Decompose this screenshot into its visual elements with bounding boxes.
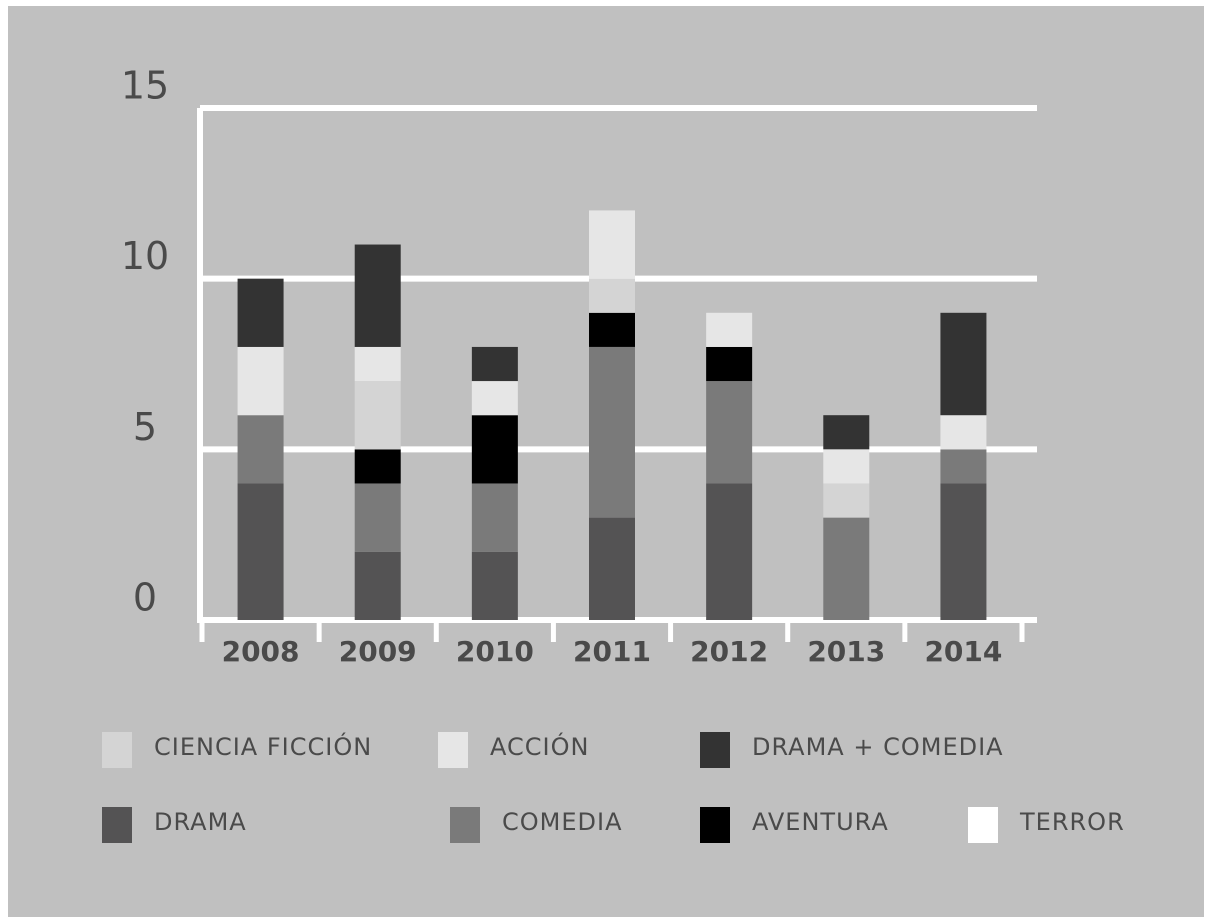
bar-segment xyxy=(354,244,401,347)
x-tick-label: 2012 xyxy=(690,635,768,668)
y-tick-label: 15 xyxy=(121,64,169,108)
bar-segment xyxy=(237,415,284,484)
bar-segment xyxy=(823,449,870,484)
bar-segment xyxy=(471,415,518,484)
bar-segment xyxy=(237,346,284,416)
legend-swatch xyxy=(450,807,480,843)
bar-segment xyxy=(940,449,987,484)
legend-swatch xyxy=(700,807,730,843)
bar-segment xyxy=(823,517,870,620)
legend-swatch xyxy=(700,732,730,768)
bar-segment xyxy=(940,312,987,416)
bar-segment xyxy=(471,483,518,552)
bar-segment xyxy=(589,278,635,313)
bar-segment xyxy=(706,483,753,620)
bar-segment xyxy=(237,483,284,620)
legend-label: DRAMA xyxy=(154,808,247,836)
x-tick-label: 2008 xyxy=(222,635,300,668)
bar-segment xyxy=(823,415,870,450)
bar-segment xyxy=(354,381,401,450)
x-tick-label: 2011 xyxy=(573,635,651,668)
bar-segment xyxy=(823,483,870,518)
bar-segment xyxy=(940,483,987,620)
bar-segment xyxy=(706,346,753,382)
legend-label: TERROR xyxy=(1019,808,1125,836)
x-tick-label: 2010 xyxy=(456,635,534,668)
legend-label: ACCIÓN xyxy=(490,731,589,761)
legend-swatch xyxy=(968,807,998,843)
bar-segment xyxy=(354,449,401,484)
bar-segment xyxy=(589,517,635,620)
bar-segment xyxy=(354,551,401,620)
bar-segment xyxy=(354,346,401,382)
legend-label: CIENCIA FICCIÓN xyxy=(154,731,372,761)
bar-segment xyxy=(471,346,518,382)
y-tick-label: 10 xyxy=(121,234,169,278)
bar-segment xyxy=(354,483,401,552)
legend-label: DRAMA + COMEDIA xyxy=(752,733,1004,761)
bar-segment xyxy=(237,278,284,347)
bar-segment xyxy=(589,346,635,518)
bar-segment xyxy=(706,312,753,347)
legend-label: COMEDIA xyxy=(502,808,623,836)
x-tick-label: 2014 xyxy=(924,635,1002,668)
legend-swatch xyxy=(438,732,468,768)
bar-segment xyxy=(471,551,518,620)
bar-segment xyxy=(940,415,987,450)
x-tick-label: 2009 xyxy=(339,635,417,668)
legend-swatch xyxy=(102,807,132,843)
legend-swatch xyxy=(102,732,132,768)
bar-segment xyxy=(589,210,635,279)
legend-label: AVENTURA xyxy=(752,808,889,836)
y-tick-label: 5 xyxy=(133,405,157,449)
y-tick-label: 0 xyxy=(133,576,157,620)
bar-segment xyxy=(471,381,518,416)
bar-segment xyxy=(706,381,753,484)
x-tick-label: 2013 xyxy=(807,635,885,668)
bar-segment xyxy=(589,312,635,347)
